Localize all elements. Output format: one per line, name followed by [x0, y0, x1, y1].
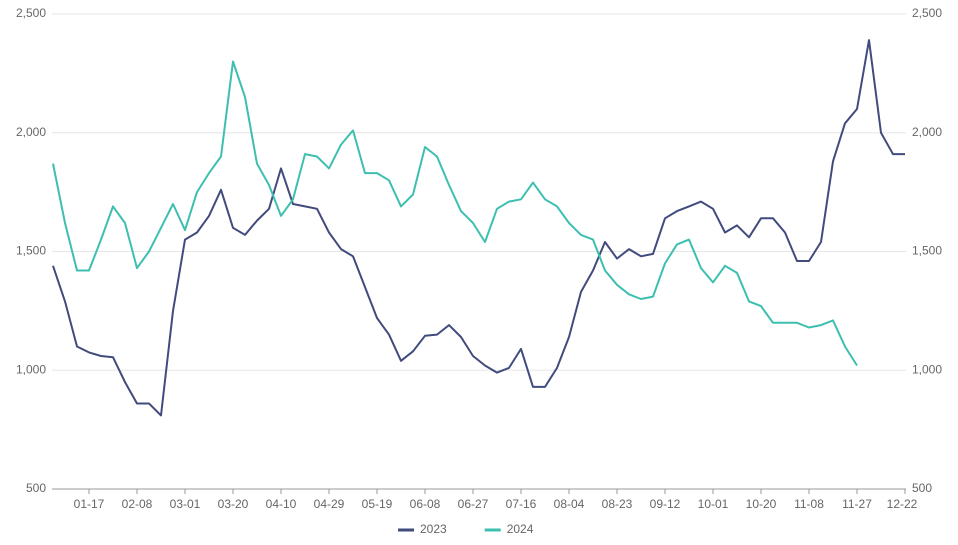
x-tick-label: 06-27	[458, 497, 489, 511]
x-tick-label: 08-04	[554, 497, 585, 511]
x-tick-label: 02-08	[122, 497, 153, 511]
series-line	[52, 39, 905, 417]
x-tick-label: 03-01	[170, 497, 201, 511]
y2-tick-label: 1,500	[912, 244, 942, 258]
y2-tick-label: 1,000	[912, 362, 942, 376]
series-line	[52, 60, 858, 367]
y-tick-label: 2,500	[16, 6, 46, 20]
x-tick-label: 08-23	[602, 497, 633, 511]
y-tick-label: 1,500	[16, 244, 46, 258]
x-tick-label: 07-16	[506, 497, 537, 511]
x-tick-label: 06-08	[410, 497, 441, 511]
x-tick-label: 11-27	[842, 497, 872, 511]
x-tick-label: 05-19	[362, 497, 393, 511]
x-tick-label: 09-12	[650, 497, 681, 511]
y-tick-label: 500	[26, 481, 46, 495]
x-tick-label: 10-20	[746, 497, 777, 511]
x-tick-label: 04-10	[266, 497, 297, 511]
x-tick-label: 01-17	[74, 497, 105, 511]
y-tick-label: 2,000	[16, 125, 46, 139]
legend: 2023 2024	[398, 522, 534, 536]
x-tick-label: 12-22	[887, 497, 918, 511]
legend-label: 2024	[507, 522, 534, 536]
y2-tick-label: 500	[912, 481, 932, 495]
x-tick-label: 11-08	[794, 497, 824, 511]
y2-tick-label: 2,000	[912, 125, 942, 139]
y2-tick-label: 2,500	[912, 6, 942, 20]
y-tick-label: 1,000	[16, 362, 46, 376]
x-tick-label: 10-01	[698, 497, 729, 511]
legend-label: 2023	[420, 522, 447, 536]
x-tick-label: 03-20	[218, 497, 249, 511]
x-tick-label: 04-29	[314, 497, 345, 511]
